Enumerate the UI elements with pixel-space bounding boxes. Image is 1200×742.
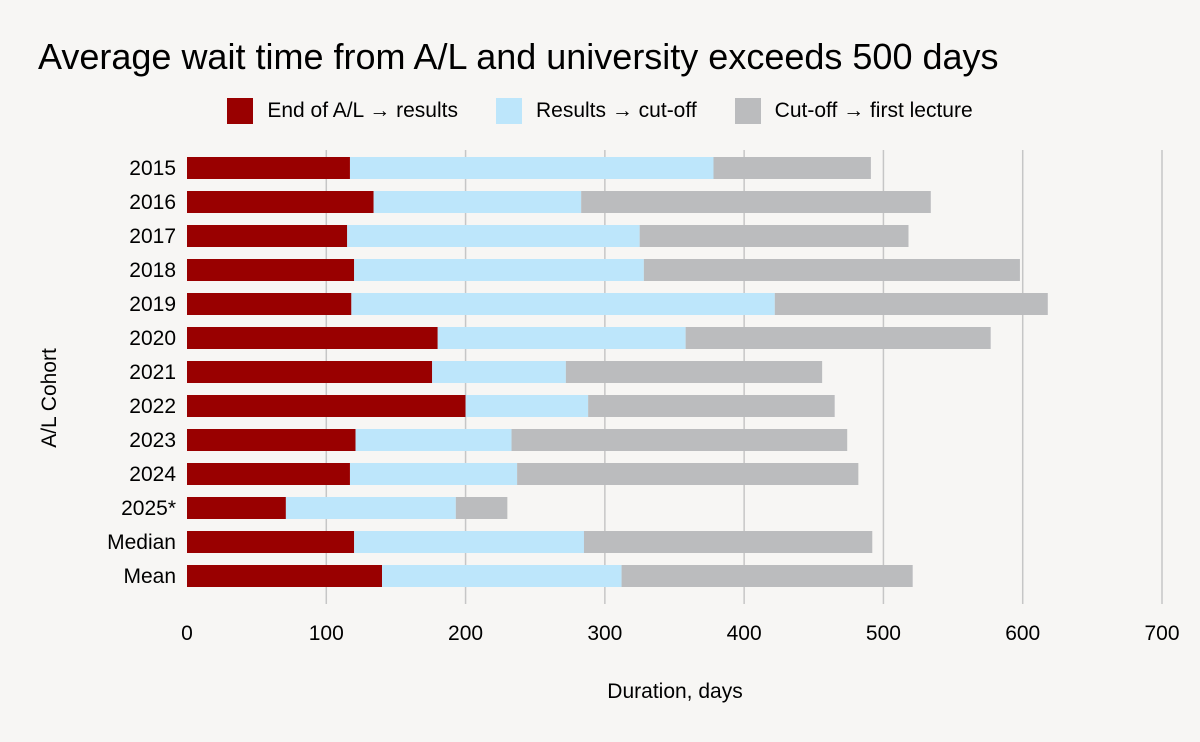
y-tick-label: 2023 — [129, 429, 176, 452]
chart-title: Average wait time from A/L and universit… — [38, 36, 999, 77]
bar-segment — [187, 463, 350, 485]
x-tick-label: 300 — [587, 622, 622, 645]
bar-segment — [685, 327, 991, 349]
bar-segment — [187, 429, 356, 451]
bar-segment — [187, 497, 286, 519]
bar-segment — [354, 531, 584, 553]
bars — [187, 157, 1048, 587]
x-tick-label: 100 — [309, 622, 344, 645]
bar-segment — [285, 497, 456, 519]
y-tick-label: 2016 — [129, 191, 176, 214]
bar-segment — [511, 429, 848, 451]
bar-segment — [455, 497, 508, 519]
x-tick-labels: 0 100 200 300 400 500 600 700 — [181, 622, 1179, 645]
legend-label: End of A/L → results — [267, 99, 458, 122]
y-tick-label: 2020 — [129, 327, 176, 350]
legend-item: Cut-off → first lecture — [734, 98, 973, 124]
y-tick-label: 2019 — [129, 293, 176, 316]
y-tick-label: 2022 — [129, 395, 176, 418]
bar-segment — [432, 361, 566, 383]
legend-label: Cut-off → first lecture — [774, 99, 973, 122]
bar-segment — [187, 565, 382, 587]
bar-segment — [354, 259, 644, 281]
bar-segment — [355, 429, 512, 451]
bar-segment — [349, 157, 714, 179]
bar-segment — [565, 361, 823, 383]
bar-segment — [187, 191, 374, 213]
bar-segment — [774, 293, 1048, 315]
bar-segment — [581, 191, 931, 213]
bar-segment — [583, 531, 873, 553]
bar-segment — [437, 327, 686, 349]
y-tick-label: 2018 — [129, 259, 176, 282]
bar-segment — [187, 327, 438, 349]
x-tick-label: 0 — [181, 622, 193, 645]
bar-segment — [187, 395, 466, 417]
bar-segment — [373, 191, 582, 213]
bar-segment — [639, 225, 909, 247]
bar-segment — [187, 361, 433, 383]
x-tick-label: 400 — [727, 622, 762, 645]
legend-swatch — [495, 98, 522, 124]
x-axis-title: Duration, days — [607, 680, 742, 703]
legend-swatch — [227, 98, 254, 124]
bar-segment — [347, 225, 640, 247]
bar-segment — [187, 157, 350, 179]
legend-item: Results → cut-off — [495, 98, 697, 124]
y-tick-label: 2021 — [129, 361, 176, 384]
bar-segment — [187, 531, 355, 553]
legend: End of A/L → results Results → cut-off Cut… — [0, 98, 1200, 124]
bar-segment — [465, 395, 589, 417]
bar-segment — [713, 157, 871, 179]
y-axis-title: A/L Cohort — [38, 348, 61, 448]
y-tick-label: 2015 — [129, 157, 176, 180]
x-tick-label: 200 — [448, 622, 483, 645]
bar-segment — [621, 565, 913, 587]
y-tick-labels: 2015 2016 2017 2018 2019 2020 2021 2022 2023 2024… — [107, 157, 176, 588]
bar-segment — [517, 463, 859, 485]
y-tick-label: 2025* — [121, 497, 176, 520]
bar-segment — [382, 565, 622, 587]
x-tick-label: 500 — [866, 622, 901, 645]
legend-swatch — [734, 98, 761, 124]
bar-segment — [588, 395, 835, 417]
y-tick-label: 2024 — [129, 463, 176, 486]
y-tick-label: 2017 — [129, 225, 176, 248]
legend-item: End of A/L → results — [227, 98, 458, 124]
legend-label: Results → cut-off — [535, 99, 697, 122]
x-tick-label: 700 — [1144, 622, 1179, 645]
bar-segment — [349, 463, 518, 485]
bar-segment — [187, 225, 348, 247]
bar-segment — [187, 293, 352, 315]
y-tick-label: Mean — [123, 565, 176, 588]
bar-segment — [351, 293, 775, 315]
y-tick-label: Median — [107, 531, 176, 554]
bar-segment — [643, 259, 1020, 281]
bar-segment — [187, 259, 355, 281]
x-tick-label: 600 — [1005, 622, 1040, 645]
